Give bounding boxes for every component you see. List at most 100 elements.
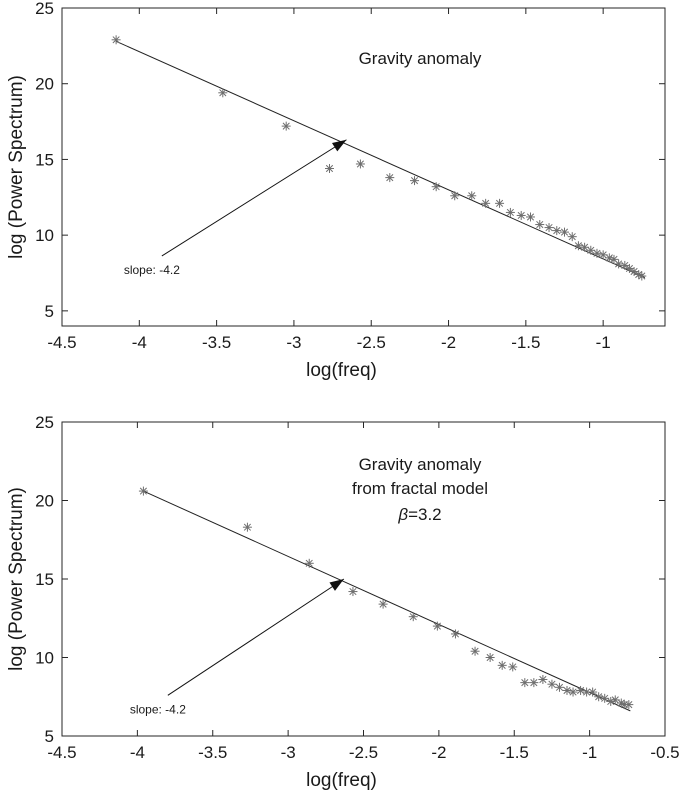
data-point [218,88,228,98]
data-point-stroke [536,220,544,229]
data-point-stroke [638,272,646,280]
data-point-stroke [587,246,595,254]
data-point [538,674,548,684]
data-point-stroke [593,249,601,257]
data-point [324,164,334,174]
chart-title-line: Gravity anomaly [359,49,482,68]
data-point-stroke [568,233,576,241]
data-point [508,662,518,672]
data-point-stroke [305,559,313,567]
data-point [637,271,647,281]
x-tick-label: -2.5 [357,333,386,352]
y-axis-label: log (Power Spectrum) [6,487,27,671]
x-tick-label: -2 [441,333,456,352]
data-point [495,198,505,208]
data-point-stroke [526,213,535,221]
data-point [567,232,577,242]
data-point-stroke [569,688,577,696]
data-point-stroke [410,177,419,185]
data-point-stroke [451,630,460,638]
data-point [242,522,252,532]
data-point-stroke [615,260,623,268]
data-point-stroke [581,243,589,251]
data-point-stroke [576,686,585,695]
data-point [408,612,418,622]
data-point-stroke [282,122,290,130]
data-point-stroke [349,587,357,596]
data-point [432,621,442,631]
data-point [138,486,148,496]
data-point-stroke [482,199,490,207]
data-point [606,696,616,706]
data-point [467,191,477,201]
data-point-stroke [486,653,494,662]
data-point [450,629,460,639]
data-point [355,159,365,169]
data-point-stroke [635,270,643,279]
data-point-stroke [617,699,625,707]
data-point [568,687,578,697]
y-tick-label: 10 [35,649,54,668]
data-point-stroke [625,701,633,709]
y-tick-label: 25 [35,413,54,432]
x-tick-label: -3.5 [202,333,231,352]
data-point-stroke [553,227,561,235]
data-point-stroke [386,174,394,182]
data-point-stroke [139,487,147,495]
data-point-stroke [219,89,227,97]
y-tick-label: 5 [45,302,54,321]
data-point [450,191,460,201]
data-point [592,248,602,258]
data-point [431,182,441,192]
data-point-stroke [451,192,459,200]
x-tick-label: -2.5 [349,743,378,762]
data-point-stroke [607,697,615,706]
data-point-stroke [560,228,569,236]
data-point [594,692,604,702]
x-tick-label: -4 [130,743,145,762]
plot-frame [61,7,666,327]
data-point [535,220,545,230]
x-tick-label: -1.5 [500,743,529,762]
beta-symbol: β [397,505,408,524]
data-point [385,173,395,183]
data-point [529,678,539,688]
data-point [485,653,495,662]
data-point-stroke [539,675,547,684]
y-tick-label: 25 [35,0,54,18]
fit-line [143,490,631,712]
x-tick-label: -1 [582,743,597,762]
data-point-stroke [610,255,618,263]
x-axis-label: log(freq) [306,360,377,381]
data-point-stroke [509,663,517,671]
data-point-stroke [574,242,583,250]
data-point-stroke [433,622,441,630]
data-point-stroke [599,251,607,259]
fit-line [115,40,646,278]
data-point-stroke [468,192,476,200]
data-point-stroke [601,694,609,702]
x-axis-label: log(freq) [306,770,377,791]
data-point-stroke [545,223,553,232]
data-point [470,646,480,656]
x-tick-label: -1 [596,333,611,352]
y-tick-label: 15 [35,150,54,169]
data-point-stroke [555,683,564,691]
y-tick-label: 20 [35,75,54,94]
data-point [620,260,630,270]
data-point-stroke [583,688,591,696]
data-point [525,212,535,222]
y-tick-label: 20 [35,492,54,511]
data-point-stroke [498,661,506,669]
data-point [481,198,491,208]
x-tick-label: -4.5 [47,743,76,762]
x-tick-label: -2 [431,743,446,762]
data-point-stroke [379,600,387,608]
x-tick-label: -4.5 [47,333,76,352]
data-point [281,121,291,131]
data-point [111,35,121,45]
y-axis-label: log (Power Spectrum) [6,75,27,259]
data-point-stroke [530,679,538,687]
data-point [562,685,572,695]
data-point [497,660,507,670]
